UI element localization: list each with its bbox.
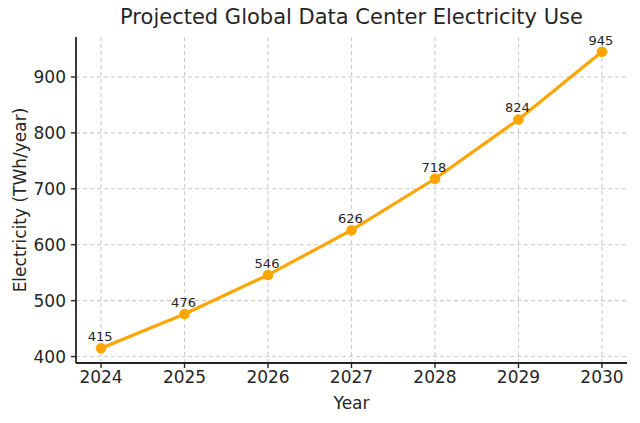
y-tick-label: 600 <box>34 235 66 255</box>
data-point-label: 824 <box>505 100 530 115</box>
data-point-marker <box>597 47 608 58</box>
chart-figure: Projected Global Data Center Electricity… <box>0 0 640 423</box>
data-point-label: 546 <box>255 256 280 271</box>
y-tick-label: 700 <box>34 179 66 199</box>
y-tick-label: 400 <box>34 347 66 367</box>
data-point-label: 415 <box>88 329 113 344</box>
data-point-label: 718 <box>422 160 447 175</box>
data-point-marker <box>179 309 190 320</box>
y-tick-label: 800 <box>34 123 66 143</box>
x-tick-label: 2030 <box>580 367 623 387</box>
data-point-label: 626 <box>338 211 363 226</box>
data-point-marker <box>96 343 107 354</box>
data-point-label: 476 <box>171 295 196 310</box>
x-tick-label: 2024 <box>79 367 122 387</box>
data-point-marker <box>263 270 274 281</box>
x-tick-label: 2027 <box>330 367 373 387</box>
data-point-label: 945 <box>589 33 614 48</box>
y-tick-label: 500 <box>34 291 66 311</box>
data-point-marker <box>346 225 357 236</box>
x-tick-label: 2025 <box>163 367 206 387</box>
x-tick-label: 2029 <box>497 367 540 387</box>
line-chart-plot: 2024 2025 2026 2027 2028 2029 2030 400 500 600 700… <box>0 0 640 423</box>
data-point-marker <box>513 114 524 125</box>
x-tick-label: 2026 <box>246 367 289 387</box>
x-tick-label: 2028 <box>413 367 456 387</box>
data-point-marker <box>430 173 441 184</box>
y-tick-label: 900 <box>34 67 66 87</box>
